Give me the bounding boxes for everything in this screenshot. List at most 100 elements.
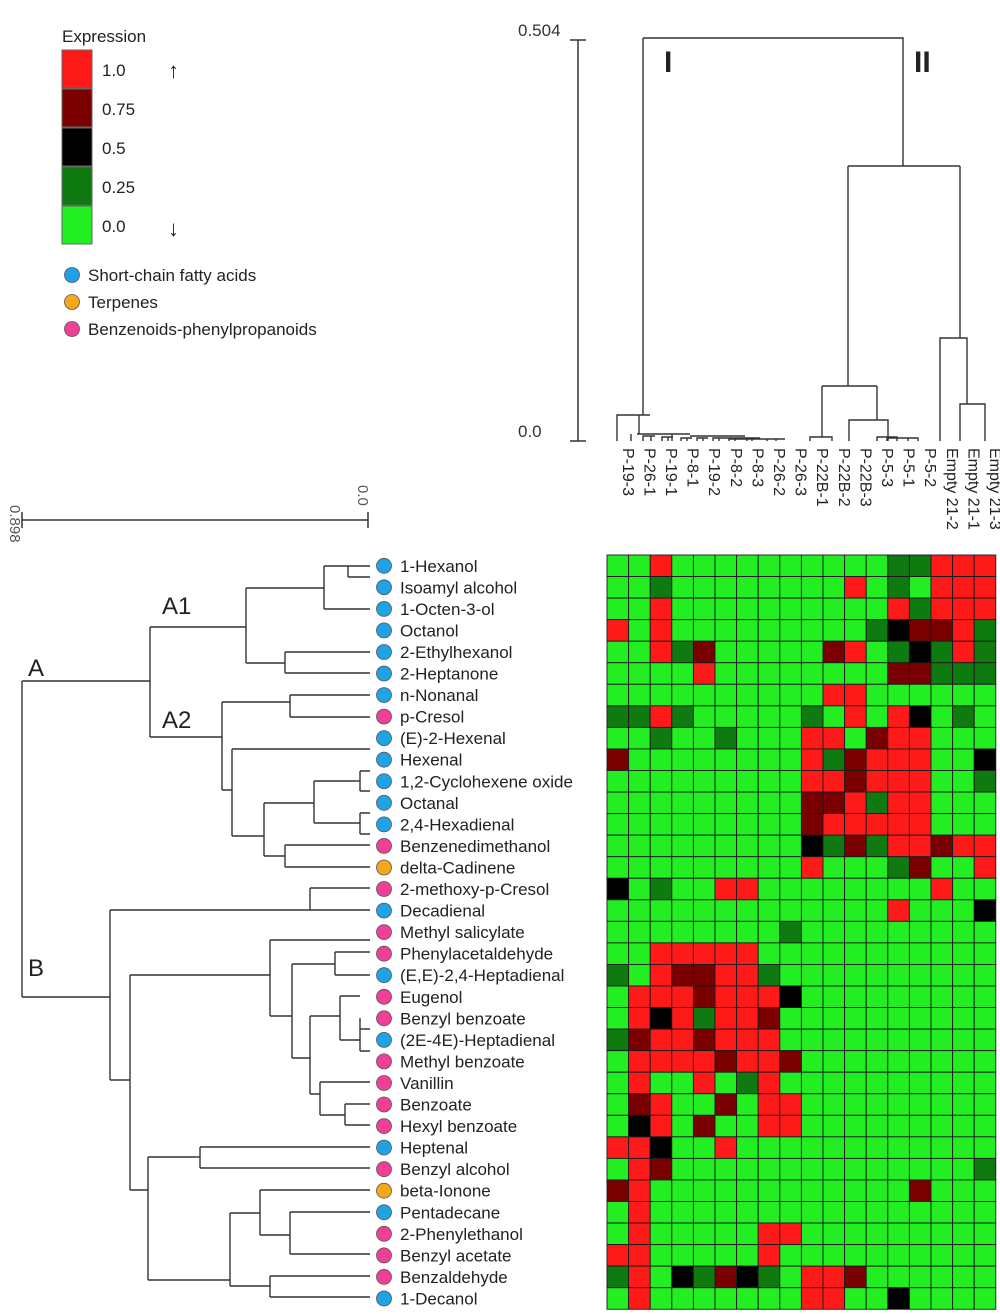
heatmap-cell	[952, 748, 975, 771]
heatmap-cell	[671, 576, 694, 599]
heatmap-cell	[930, 813, 954, 836]
heatmap-cell	[865, 554, 889, 577]
heatmap-cell	[908, 597, 932, 621]
heatmap-cell	[649, 920, 673, 944]
heatmap-cell	[908, 1179, 932, 1202]
heatmap-cell	[844, 640, 867, 664]
heatmap-cell	[606, 726, 630, 750]
heatmap-cell	[930, 705, 954, 728]
heatmap-cell	[757, 1222, 781, 1246]
heatmap-cell	[757, 640, 781, 664]
heatmap-cell	[606, 1179, 630, 1202]
heatmap-cell	[887, 640, 910, 664]
heatmap-cell	[952, 1157, 975, 1181]
heatmap-cell	[822, 1222, 846, 1246]
heatmap-cell	[757, 856, 781, 879]
heatmap-cell	[973, 662, 997, 685]
heatmap-cell	[757, 597, 781, 621]
heatmap-cell	[606, 1287, 630, 1310]
heatmap-cell	[865, 1007, 889, 1030]
heatmap-cell	[973, 640, 997, 664]
heatmap-cell	[908, 683, 932, 707]
category-dot-icon	[64, 321, 80, 337]
heatmap-cell	[800, 964, 824, 987]
heatmap-cell	[844, 856, 867, 879]
heatmap-cell	[714, 1157, 738, 1181]
heatmap-cell	[736, 619, 759, 642]
heatmap-cell	[844, 748, 867, 771]
heatmap-cell	[628, 748, 651, 771]
heatmap-cell	[757, 705, 781, 728]
heatmap-cell	[606, 683, 630, 707]
heatmap-cell	[865, 1179, 889, 1202]
row-label: Methyl salicylate	[400, 923, 525, 942]
heatmap-cell	[779, 985, 802, 1008]
row-label: Benzyl acetate	[400, 1246, 512, 1265]
row-category-dot-icon	[376, 773, 392, 790]
heatmap-cell	[714, 942, 738, 965]
heatmap-cell	[714, 1201, 738, 1224]
heatmap-cell	[930, 834, 954, 858]
heatmap-cell	[800, 640, 824, 664]
heatmap-cell	[649, 1222, 673, 1246]
heatmap-cell	[671, 554, 694, 577]
heatmap-cell	[671, 1244, 694, 1267]
row-category-dot-icon	[376, 794, 392, 811]
heatmap-cell	[692, 554, 716, 577]
heatmap-cell	[606, 964, 630, 987]
row-label: Methyl benzoate	[400, 1052, 525, 1071]
heatmap-cell	[800, 834, 824, 858]
row-category-dot-icon	[376, 1161, 392, 1178]
heatmap-cell	[822, 1136, 846, 1159]
heatmap-cell	[844, 791, 867, 815]
row-category-dot-icon	[376, 1075, 392, 1091]
heatmap-cell	[714, 834, 738, 858]
heatmap-cell	[692, 748, 716, 771]
heatmap-cell	[887, 748, 910, 771]
row-label: beta-Ionone	[400, 1182, 491, 1201]
heatmap-cell	[952, 856, 975, 879]
heatmap-cell	[757, 1114, 781, 1138]
heatmap-cell	[714, 683, 738, 707]
heatmap-cell	[779, 791, 802, 815]
legend-swatch-label: 0.0	[102, 217, 126, 236]
heatmap-cell	[822, 1007, 846, 1030]
heatmap-cell	[671, 791, 694, 815]
heatmap-cell	[930, 1050, 954, 1073]
heatmap-cell	[800, 856, 824, 879]
heatmap-cell	[692, 942, 716, 965]
heatmap-cell	[736, 683, 759, 707]
heatmap-cell	[649, 726, 673, 750]
heatmap-cell	[822, 1265, 846, 1289]
legend-swatch	[61, 205, 93, 245]
legend-swatch	[61, 166, 93, 206]
heatmap-cell	[822, 1093, 846, 1116]
heatmap-cell	[844, 1201, 867, 1224]
heatmap-cell	[908, 1028, 932, 1052]
heatmap-cell	[908, 576, 932, 599]
heatmap-cell	[606, 597, 630, 621]
heatmap-cell	[649, 1114, 673, 1138]
heatmap-cell	[671, 856, 694, 879]
heatmap-cell	[973, 920, 997, 944]
row-label: delta-Cadinene	[400, 859, 515, 878]
column-label: P-26-1	[640, 448, 657, 496]
heatmap-cell	[930, 856, 954, 879]
heatmap-cell	[692, 1050, 716, 1073]
heatmap-cell	[628, 597, 651, 621]
legend-swatch	[61, 88, 93, 128]
row-category-dot-icon	[376, 924, 392, 940]
category-label: Terpenes	[88, 293, 158, 312]
heatmap-cell	[671, 597, 694, 621]
column-label: P-26-3	[792, 448, 809, 496]
row-label: Hexenal	[400, 751, 462, 770]
row-category-dot-icon	[376, 1225, 392, 1242]
top-axis-min: 0.0	[518, 422, 542, 441]
heatmap-cell	[714, 1007, 738, 1030]
column-label: P-22B-1	[813, 448, 830, 507]
heatmap-cell	[865, 597, 889, 621]
heatmap-cell	[628, 1201, 651, 1224]
heatmap-cell	[606, 1244, 630, 1267]
heatmap-cell	[606, 856, 630, 879]
heatmap-cell	[628, 1071, 651, 1095]
